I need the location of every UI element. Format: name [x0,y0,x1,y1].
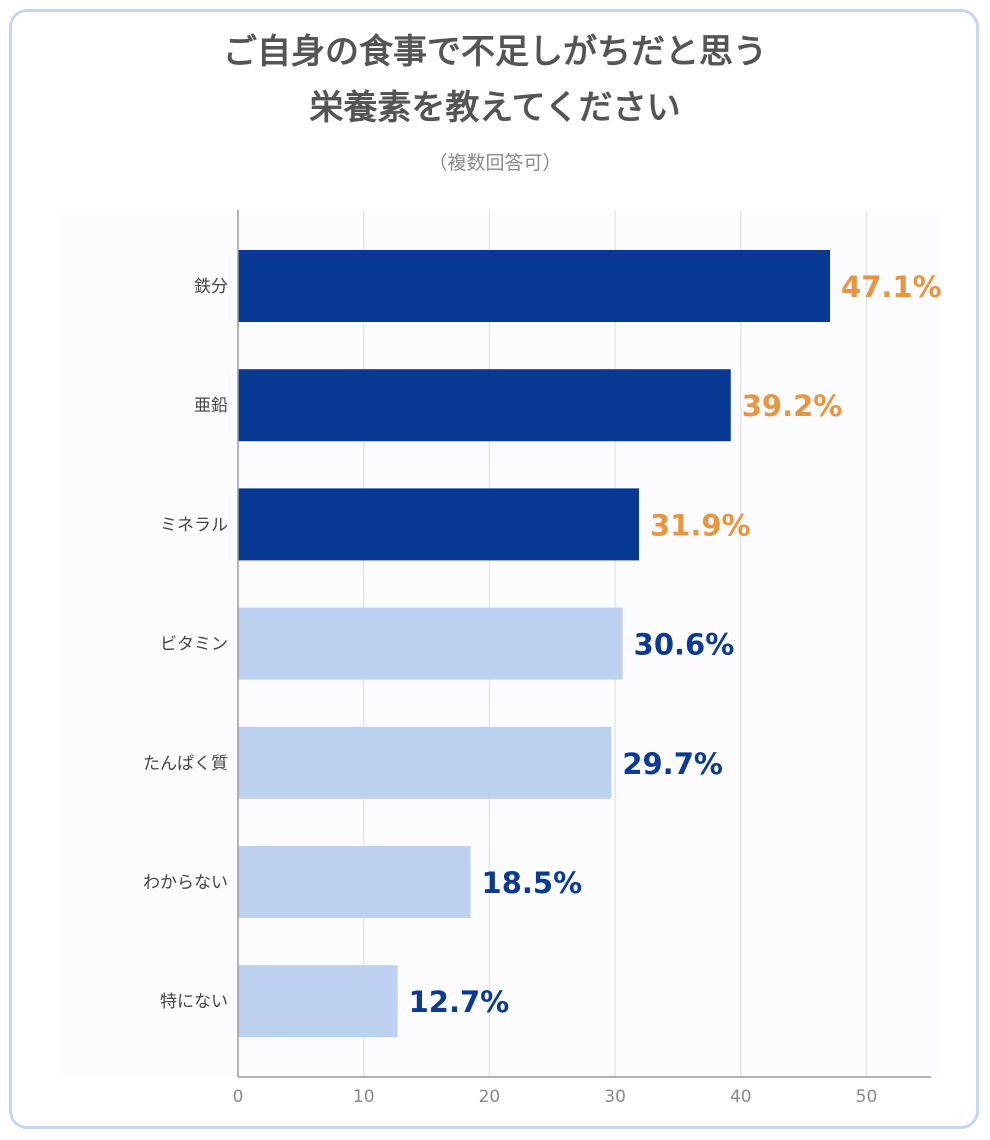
bar-5 [238,726,612,799]
x-tick-label-10: 10 [353,1087,375,1107]
value-label-5: 29.7% [622,747,723,781]
value-label-2: 39.2% [742,389,843,423]
bar-2 [238,369,731,442]
value-label-7: 12.7% [409,985,510,1019]
chart-subtitle: （複数回答可） [428,152,562,174]
category-label-6: わからない [143,873,228,893]
x-tick-label-50: 50 [856,1087,878,1107]
category-label-3: ミネラル [160,515,228,535]
category-label-2: 亜鉛 [194,396,228,416]
value-label-4: 30.6% [634,628,735,662]
category-label-7: 特にない [160,992,228,1012]
x-tick-label-20: 20 [479,1087,501,1107]
category-label-4: ビタミン [160,635,228,655]
bar-4 [238,607,623,680]
x-tick-label-0: 0 [233,1087,244,1107]
bar-6 [238,846,471,918]
chart-title-line-2: 栄養素を教えてください [309,88,681,128]
bar-3 [238,488,639,561]
bar-1 [238,250,831,322]
chart-title-line-1: ご自身の食事で不足しがちだと思う [223,32,767,72]
x-tick-label-30: 30 [604,1087,626,1107]
x-tick-label-40: 40 [730,1087,752,1107]
category-label-1: 鉄分 [194,277,228,297]
category-label-5: たんぱく質 [143,754,228,774]
value-label-1: 47.1% [841,270,942,304]
value-label-3: 31.9% [650,508,751,542]
chart-title: ご自身の食事で不足しがちだと思う 栄養素を教えてください [0,24,990,136]
value-label-6: 18.5% [482,866,583,900]
bar-7 [238,965,398,1038]
